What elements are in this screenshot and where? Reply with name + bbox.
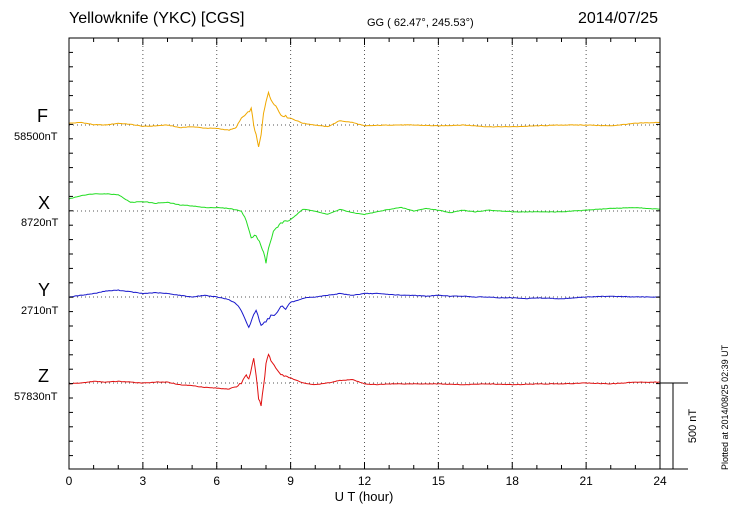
- channel-baseline-f: 58500nT: [14, 131, 58, 143]
- x-tick-label: 24: [653, 474, 667, 488]
- x-axis-label: U T (hour): [335, 489, 394, 504]
- x-tick-label: 9: [287, 474, 294, 488]
- x-tick-label: 0: [66, 474, 73, 488]
- series-line-z: [68, 353, 660, 407]
- scale-bar-label: 500 nT: [687, 409, 699, 444]
- grid: [69, 38, 660, 469]
- channel-name-f: F: [37, 106, 48, 126]
- channel-name-z: Z: [38, 366, 49, 386]
- chart-date: 2014/07/25: [578, 10, 659, 27]
- channel-name-x: X: [38, 193, 51, 213]
- series-line-x: [68, 193, 661, 264]
- station-title: Yellowknife (YKC) [CGS]: [69, 10, 245, 27]
- x-tick-label: 18: [506, 474, 520, 488]
- x-tick-label: 12: [358, 474, 372, 488]
- x-axis-ticks: 0 3 6 9 12 15 18 21 24: [66, 38, 667, 488]
- channel-baseline-y: 2710nT: [21, 305, 59, 317]
- series-line-f: [68, 90, 661, 148]
- x-tick-label: 6: [213, 474, 220, 488]
- channel-name-y: Y: [38, 280, 51, 300]
- series-lines: [68, 90, 661, 407]
- channel-baseline-z: 57830nT: [14, 391, 58, 403]
- channel-baseline-x: 8720nT: [21, 217, 59, 229]
- x-tick-label: 15: [432, 474, 446, 488]
- station-coordinates: GG ( 62.47°, 245.53°): [367, 17, 474, 29]
- x-tick-label: 3: [140, 474, 147, 488]
- series-line-y: [68, 289, 661, 329]
- x-tick-label: 21: [579, 474, 593, 488]
- scale-bar: 500 nT: [660, 382, 699, 470]
